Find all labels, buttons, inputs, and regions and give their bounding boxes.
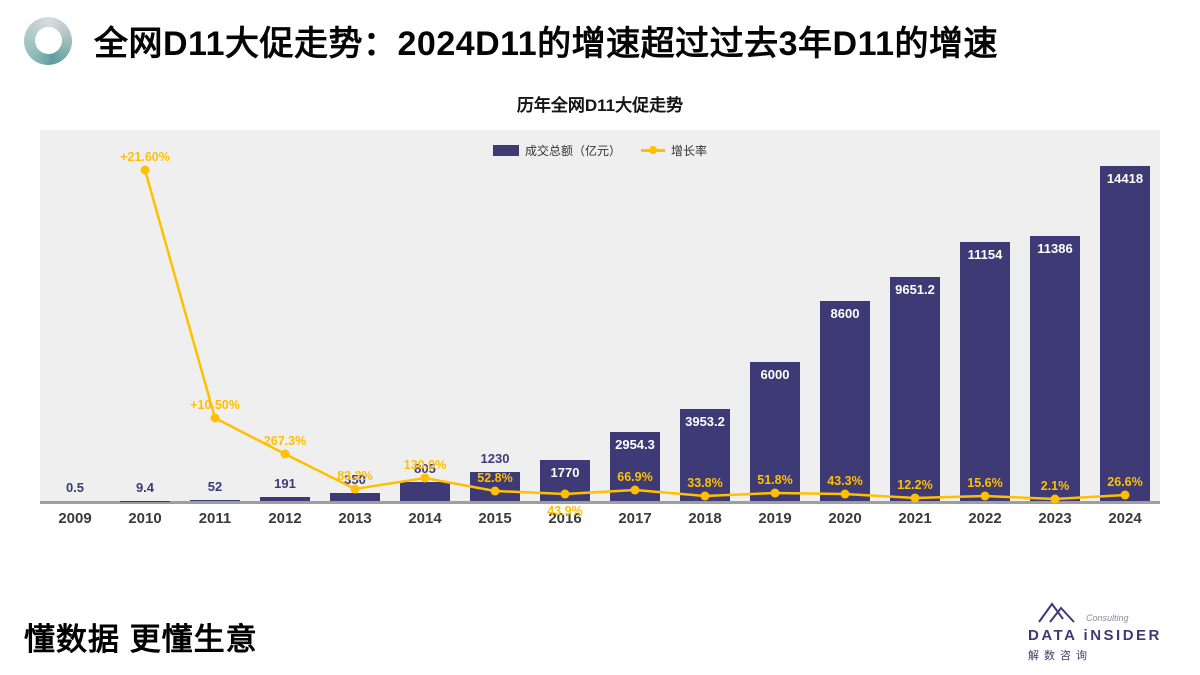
bar (960, 241, 1010, 501)
slide-title: 全网D11大促走势：2024D11的增速超过过去3年D11的增速 (94, 25, 999, 63)
line-point (700, 491, 710, 501)
bar (820, 301, 870, 501)
growth-rate-label: 2.1% (1041, 479, 1070, 493)
legend-line-label: 增长率 (671, 144, 708, 158)
bar-value-label: 3953.2 (685, 414, 725, 430)
chart-title: 历年全网D11大促走势 (516, 96, 684, 115)
line-point (280, 449, 290, 459)
line-point (980, 491, 990, 501)
bar-value-label: 14418 (1106, 171, 1144, 186)
bars-layer: 0.5 9.4 52 191 350 805 1230 1770 2954.3 3953.2 600… (40, 130, 1160, 501)
x-axis: 2009 2010 2011 2012 2013 2014 2015 2016 2017 2018… (40, 510, 1160, 527)
line-point (420, 473, 430, 483)
line-point (210, 413, 220, 423)
bar (260, 496, 310, 501)
bar-value-label: 191 (274, 475, 296, 491)
growth-rate-label: 43.9% (547, 504, 582, 518)
line-point (630, 485, 640, 495)
bar-value-label: 1230 (480, 451, 510, 467)
growth-rate-label: 66.9% (617, 470, 652, 484)
growth-rate-label: 130.0% (404, 458, 446, 472)
x-axis-tick: 2023 (1038, 510, 1072, 527)
growth-rate-label: +10.50% (190, 398, 240, 412)
growth-rate-label: 12.2% (897, 478, 932, 492)
x-axis-tick: 2015 (478, 510, 512, 527)
bar (890, 276, 940, 501)
line-point (350, 484, 360, 494)
plot-area: 成交总额（亿元） 增长率 0.5 9.4 52 191 350 805 1230 1770 29… (40, 130, 1160, 518)
bar-value-label: 350 (344, 471, 366, 487)
bar (330, 492, 380, 501)
line-point (490, 486, 500, 496)
line-point (1050, 494, 1060, 504)
legend-bar-label: 成交总额（亿元） (524, 144, 621, 158)
growth-rate-label: 15.6% (967, 476, 1002, 490)
bar (1100, 166, 1150, 501)
growth-rate-label: 26.6% (1107, 475, 1142, 489)
brand-consulting-label: Consulting (1086, 613, 1129, 623)
legend-item-gmv: 成交总额（亿元） (492, 142, 621, 159)
growth-rate-label: +21.60% (120, 150, 170, 164)
line-point (140, 165, 150, 175)
x-axis-tick: 2014 (408, 510, 442, 527)
brand-logo: Consulting DATA iNSIDER 解数咨询 (1028, 601, 1178, 663)
x-axis-tick: 2019 (758, 510, 792, 527)
brand-top-row: Consulting (1028, 601, 1178, 625)
line-point (840, 489, 850, 499)
x-axis-tick: 2010 (128, 510, 162, 527)
chart-legend: 成交总额（亿元） 增长率 (492, 142, 707, 159)
x-axis-tick: 2009 (58, 510, 92, 527)
bar (1030, 236, 1080, 501)
growth-rate-label: 43.3% (827, 474, 862, 488)
bar-value-label: 52 (207, 478, 223, 494)
line-point (1120, 490, 1130, 500)
bar-value-label: 11386 (1037, 241, 1073, 257)
x-axis-tick: 2018 (688, 510, 722, 527)
ring-logo-inner (34, 27, 62, 54)
line-point (770, 488, 780, 498)
growth-line-layer: +21.60% +10.50% 267.3% 83.2% 130.0% 52.8% 43.9… (120, 150, 1143, 518)
growth-rate-label: 52.8% (477, 471, 512, 485)
x-axis-tick: 2024 (1108, 510, 1142, 527)
bar-swatch-icon (492, 145, 519, 156)
brand-name-label: DATA iNSIDER (1028, 627, 1162, 644)
growth-rate-label: 33.8% (687, 476, 722, 490)
bar-value-label: 11154 (967, 246, 1003, 262)
x-axis-tick: 2012 (268, 510, 302, 527)
brand-chinese-label: 解数咨询 (1028, 650, 1092, 662)
growth-rate-label: 267.3% (264, 434, 306, 448)
bar-value-label: 805 (414, 461, 436, 477)
bar-value-label: 9651.2 (895, 281, 935, 297)
bar-value-label: 9.4 (135, 479, 155, 495)
ring-logo-icon (24, 16, 72, 65)
x-axis-tick: 2022 (968, 510, 1002, 527)
bar (750, 361, 800, 501)
bar (680, 409, 730, 501)
bar-value-label: 0.5 (65, 480, 85, 495)
x-axis-tick: 2020 (828, 510, 862, 527)
x-axis-tick: 2017 (618, 510, 652, 527)
x-axis-tick: 2011 (198, 510, 232, 527)
x-axis-tick: 2016 (548, 510, 582, 527)
bar (190, 499, 240, 501)
line-point (560, 489, 570, 499)
legend-item-growth: 增长率 (641, 142, 707, 159)
bar-value-label: 8600 (830, 306, 860, 322)
line-swatch-icon (641, 146, 665, 154)
x-axis-tick: 2021 (898, 510, 932, 527)
bar-value-label: 1770 (550, 464, 580, 480)
slide-header: 全网D11大促走势：2024D11的增速超过过去3年D11的增速 (0, 0, 1200, 65)
triangles-logo-icon (1038, 602, 1075, 623)
growth-line (143, 169, 1126, 501)
line-point (910, 493, 920, 503)
footer-slogan: 懂数据 更懂生意 (24, 622, 258, 657)
bar (400, 482, 450, 501)
bar-value-label: 2954.3 (615, 437, 655, 453)
growth-rate-label: 83.2% (337, 469, 372, 483)
growth-rate-label: 51.8% (757, 473, 792, 487)
x-axis-tick: 2013 (338, 510, 372, 527)
bar-value-label: 6000 (760, 366, 790, 382)
